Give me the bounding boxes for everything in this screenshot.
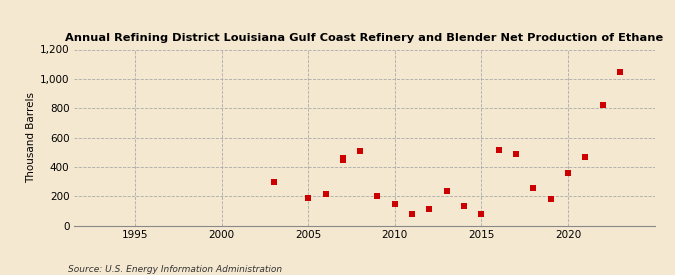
Point	[338, 156, 348, 160]
Point	[597, 103, 608, 108]
Point	[389, 201, 400, 206]
Point	[320, 192, 331, 196]
Point	[476, 211, 487, 216]
Title: Annual Refining District Louisiana Gulf Coast Refinery and Blender Net Productio: Annual Refining District Louisiana Gulf …	[65, 33, 664, 43]
Point	[355, 148, 366, 153]
Point	[580, 154, 591, 159]
Point	[545, 197, 556, 201]
Point	[615, 69, 626, 74]
Point	[407, 211, 418, 216]
Text: Source: U.S. Energy Information Administration: Source: U.S. Energy Information Administ…	[68, 265, 281, 274]
Point	[511, 152, 522, 156]
Point	[303, 196, 314, 200]
Point	[268, 179, 279, 184]
Point	[441, 189, 452, 193]
Point	[563, 170, 574, 175]
Point	[338, 157, 348, 162]
Point	[424, 207, 435, 211]
Point	[528, 186, 539, 190]
Point	[459, 204, 470, 209]
Point	[493, 148, 504, 152]
Y-axis label: Thousand Barrels: Thousand Barrels	[26, 92, 36, 183]
Point	[372, 194, 383, 198]
